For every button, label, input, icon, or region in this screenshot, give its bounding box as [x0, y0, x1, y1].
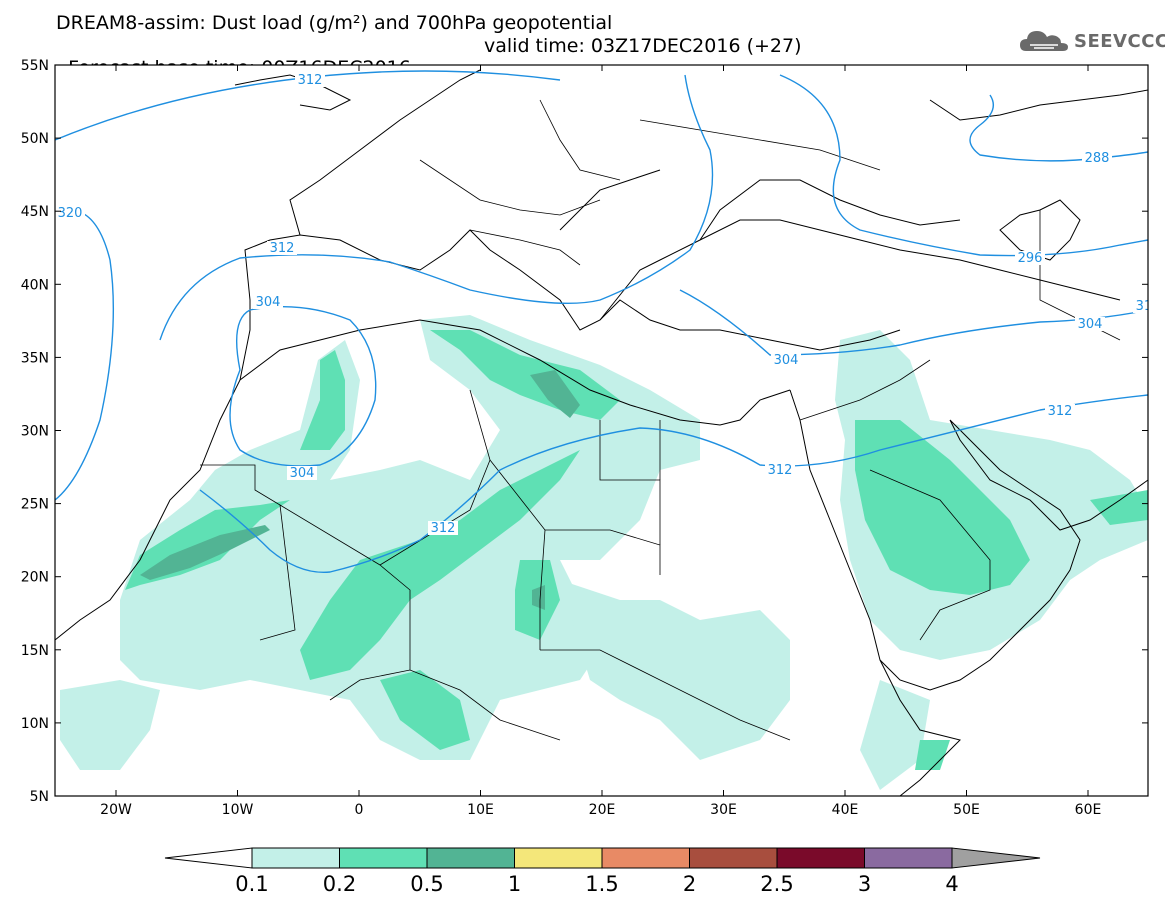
contour-value-label: 304 — [774, 353, 799, 368]
lon-tick-label: 30E — [710, 802, 737, 818]
colorbar-segment — [776, 847, 865, 869]
colorbar-tick-label: 0.2 — [322, 872, 357, 896]
colorbar-segment — [951, 847, 1041, 869]
colorbar-segment — [514, 847, 603, 869]
lon-tick-label: 20E — [589, 802, 616, 818]
lat-tick-label: 15N — [21, 643, 49, 659]
colorbar-tick-label: 1.5 — [585, 872, 619, 896]
lon-tick-label: 10E — [467, 802, 494, 818]
colorbar-segment — [339, 847, 428, 869]
colorbar-segment — [164, 847, 253, 869]
colorbar-segment — [864, 847, 953, 869]
lat-tick-label: 5N — [30, 789, 49, 805]
geopotential-contours — [55, 70, 1148, 574]
contour-value-label: 312 — [298, 73, 323, 88]
lat-tick-label: 35N — [21, 350, 49, 366]
colorbar-tick-label: 1 — [507, 872, 522, 896]
lat-tick-label: 45N — [21, 204, 49, 220]
colorbar-segment — [251, 847, 340, 869]
contour-labels: 312 320 312 304 304 312 312 304 312 288 296 304 312 — [55, 73, 1161, 536]
cloud-icon — [1020, 31, 1068, 51]
lon-tick-label: 20W — [100, 802, 132, 818]
contour-value-label: 304 — [256, 295, 281, 310]
colorbar-segment — [601, 847, 690, 869]
contour-value-label: 312 — [431, 521, 456, 536]
lon-tick-label: 50E — [953, 802, 980, 818]
colorbar-tick-label: 4 — [945, 872, 959, 896]
map-area: 312 320 312 304 304 312 312 304 312 288 296 304 312 — [55, 65, 1161, 796]
colorbar-tick-label: 2.5 — [760, 872, 794, 896]
dust-shading-high — [140, 370, 580, 610]
contour-value-label: 320 — [58, 206, 83, 221]
contour-value-label: 304 — [290, 466, 315, 481]
colorbar — [164, 847, 1041, 869]
latitude-axis: 55N 50N 45N 40N 35N 30N 25N 20N 15N 10N 5N — [21, 58, 1148, 805]
contour-value-label: 312 — [1136, 299, 1161, 314]
lat-tick-label: 10N — [21, 716, 49, 732]
lon-tick-label: 10W — [222, 802, 254, 818]
lat-tick-label: 25N — [21, 497, 49, 513]
lat-tick-label: 50N — [21, 131, 49, 147]
valid-time: valid time: 03Z17DEC2016 (+27) — [484, 35, 802, 57]
seevccc-logo: SEEVCCC — [1018, 25, 1165, 57]
contour-value-label: 288 — [1085, 151, 1110, 166]
longitude-axis: 20W 10W 0 10E 20E 30E 40E 50E 60E — [100, 65, 1101, 818]
colorbar-tick-label: 0.1 — [235, 872, 269, 896]
colorbar-tick-label: 3 — [857, 872, 872, 896]
map-title: DREAM8-assim: Dust load (g/m²) and 700hP… — [56, 12, 613, 34]
contour-value-label: 312 — [270, 241, 295, 256]
colorbar-tick-label: 0.5 — [410, 872, 444, 896]
contour-value-label: 296 — [1018, 251, 1043, 266]
lat-tick-label: 55N — [21, 58, 49, 74]
colorbar-segment — [426, 847, 515, 869]
contour-value-label: 312 — [1048, 404, 1073, 419]
contour-value-label: 304 — [1078, 317, 1103, 332]
lon-tick-label: 0 — [355, 802, 364, 818]
lat-tick-label: 20N — [21, 570, 49, 586]
contour-value-label: 312 — [768, 463, 793, 478]
colorbar-tick-label: 2 — [682, 872, 697, 896]
lat-tick-label: 40N — [21, 277, 49, 293]
lon-tick-label: 60E — [1075, 802, 1102, 818]
lat-tick-label: 30N — [21, 424, 49, 440]
lon-tick-label: 40E — [832, 802, 859, 818]
coastlines — [55, 69, 1148, 796]
colorbar-segment — [689, 847, 778, 869]
logo-text: SEEVCCC — [1074, 31, 1165, 52]
